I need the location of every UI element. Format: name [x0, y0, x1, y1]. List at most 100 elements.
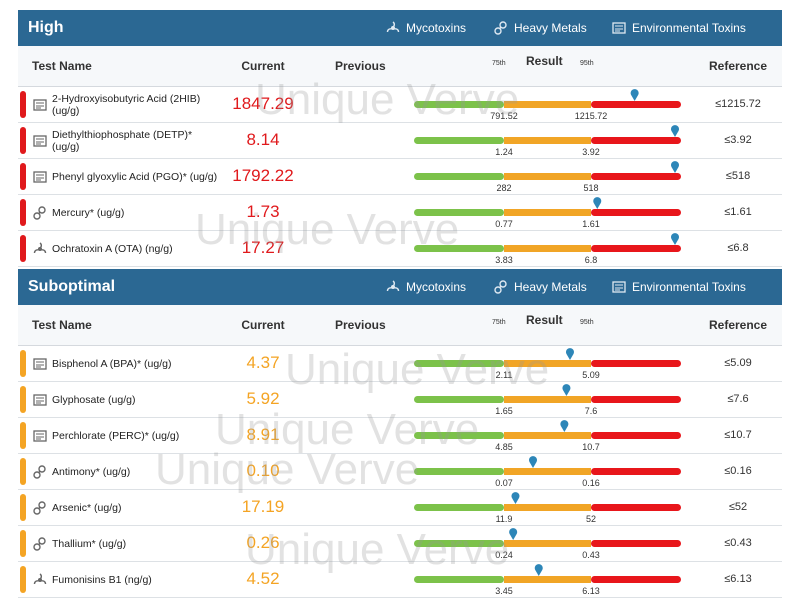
result-bar: 2.11 5.09 — [414, 348, 681, 380]
icon — [33, 501, 46, 515]
icon-shape — [36, 361, 44, 368]
current-marker — [565, 348, 574, 360]
range-high — [591, 209, 681, 216]
section-title: High — [28, 19, 64, 36]
icon — [612, 22, 626, 34]
test-name: Fumonisins B1 (ng/g) — [52, 574, 152, 586]
icon-shape — [499, 21, 507, 29]
result-row: Perchlorate (PERC)* (ug/g) 8.91 ≤10.7 4.85 1… — [18, 418, 782, 454]
current-value: 1.73 — [246, 202, 280, 221]
p75-label: 282 — [496, 183, 511, 193]
severity-tab — [20, 566, 26, 593]
result-bar: 0.77 1.61 — [414, 197, 681, 229]
test-name: Phenyl glyoxylic Acid (PGO)* (ug/g) — [52, 171, 218, 183]
icon — [33, 206, 46, 220]
legend-item: Mycotoxins — [406, 280, 467, 294]
col-test-name: Test Name — [32, 318, 92, 332]
severity-tab — [20, 350, 26, 377]
current-value: 1792.22 — [232, 166, 294, 185]
icon-shape — [36, 102, 44, 109]
current-marker — [529, 456, 537, 468]
p95-label: 6.13 — [582, 586, 600, 596]
range-elevated — [504, 396, 591, 403]
p95-label: 6.8 — [585, 255, 598, 265]
test-name: Mercury* (ug/g) — [52, 207, 125, 219]
current-marker — [671, 233, 679, 245]
col-result: Result — [526, 54, 563, 68]
icon-shape — [33, 573, 47, 585]
icon-shape — [498, 26, 502, 30]
p95-label: 5.09 — [582, 370, 600, 380]
test-name: Ochratoxin A (OTA) (ng/g) — [52, 243, 173, 255]
range-normal — [414, 540, 504, 547]
reference: ≤518 — [725, 170, 751, 182]
severity-tab — [20, 530, 26, 557]
reference: ≤1215.72 — [715, 98, 761, 110]
icon-shape — [33, 135, 47, 147]
current-marker — [534, 564, 543, 576]
p95-label: 7.6 — [585, 406, 598, 416]
section-header: High Mycotoxins Heavy Metals Environmental … — [18, 10, 782, 46]
range-high — [591, 432, 681, 439]
reference: ≤6.8 — [727, 242, 749, 254]
result-row: Ochratoxin A (OTA) (ng/g) 17.27 ≤6.8 3.83 6.… — [18, 231, 782, 267]
range-normal — [414, 209, 504, 216]
range-normal — [414, 432, 504, 439]
result-bar: 11.9 52 — [414, 492, 681, 524]
icon-shape — [37, 506, 41, 510]
range-elevated — [504, 504, 591, 511]
icon-shape — [38, 465, 46, 473]
col-p95: 95th — [580, 319, 594, 326]
result-bar: 791.52 1215.72 — [414, 89, 681, 121]
result-bar: 3.83 6.8 — [414, 233, 681, 265]
icon-shape — [36, 397, 44, 404]
p75-label: 1.65 — [495, 406, 513, 416]
range-elevated — [504, 360, 591, 367]
p75-label: 3.83 — [495, 255, 513, 265]
result-row: 2-Hydroxyisobutyric Acid (2HIB) (ug/g) 18… — [18, 87, 782, 123]
range-elevated — [504, 137, 591, 144]
icon — [33, 171, 47, 183]
severity-tab — [20, 163, 26, 190]
range-normal — [414, 576, 504, 583]
p95-label: 3.92 — [582, 147, 600, 157]
test-name: Antimony* (ug/g) — [52, 466, 131, 478]
current-value: 8.14 — [246, 130, 280, 149]
icon-shape — [36, 174, 44, 181]
range-normal — [414, 468, 504, 475]
col-current: Current — [241, 59, 285, 73]
range-normal — [414, 360, 504, 367]
current-value: 0.10 — [246, 461, 280, 480]
p75-label: 3.45 — [495, 586, 513, 596]
icon — [33, 394, 47, 406]
range-normal — [414, 101, 504, 108]
range-normal — [414, 396, 504, 403]
current-marker — [560, 420, 569, 432]
p95-label: 518 — [583, 183, 598, 193]
result-bar: 282 518 — [414, 161, 681, 193]
p75-label: 4.85 — [495, 442, 513, 452]
icon-shape — [38, 501, 46, 509]
range-high — [591, 540, 681, 547]
icon-shape — [33, 212, 41, 220]
range-high — [591, 173, 681, 180]
severity-tab — [20, 386, 26, 413]
col-p75: 75th — [492, 60, 506, 67]
reference: ≤10.7 — [724, 429, 752, 441]
reference: ≤52 — [728, 501, 748, 513]
severity-tab — [20, 235, 26, 262]
icon-shape — [615, 25, 623, 32]
severity-tab — [20, 494, 26, 521]
range-high — [591, 504, 681, 511]
p75-label: 0.07 — [495, 478, 513, 488]
icon-shape — [499, 280, 507, 288]
legend-item: Heavy Metals — [514, 21, 587, 35]
current-value: 0.26 — [246, 533, 280, 552]
icon-shape — [498, 285, 502, 289]
p75-label: 1.24 — [495, 147, 513, 157]
current-value: 1847.29 — [232, 94, 294, 113]
report: High Mycotoxins Heavy Metals Environmental … — [18, 10, 782, 598]
result-row: Diethylthiophosphate (DETP)* (ug/g) 8.14 ≤… — [18, 123, 782, 159]
icon-shape — [33, 507, 41, 515]
